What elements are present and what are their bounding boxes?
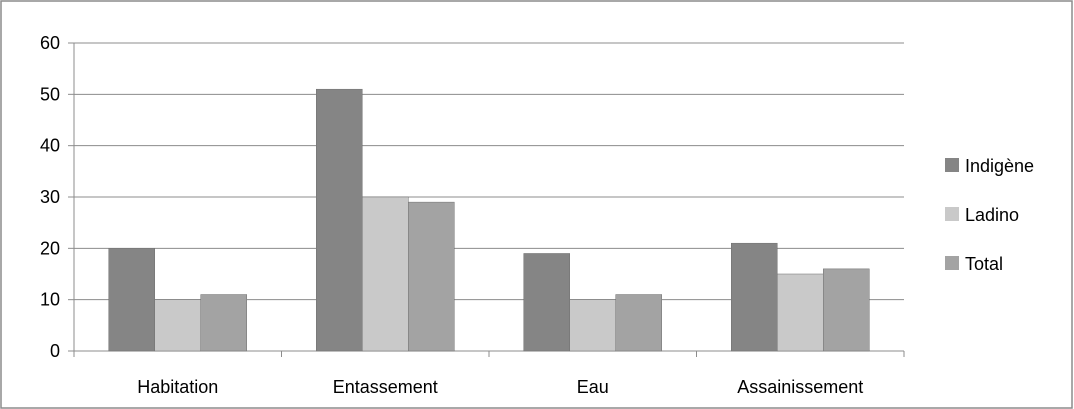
bar-indigne-entassement [316, 88, 363, 352]
y-tick-label: 60 [40, 33, 60, 53]
bar-total-entassement [408, 201, 455, 352]
category-label: Assainissement [737, 377, 863, 397]
y-tick-label: 40 [40, 136, 60, 156]
category-label: Entassement [333, 377, 438, 397]
y-tick-label: 30 [40, 187, 60, 207]
y-tick-label: 50 [40, 84, 60, 104]
bar-ladino-habitation [154, 299, 201, 352]
bar-ladino-assainissement [777, 273, 824, 352]
legend-swatch [945, 256, 959, 270]
legend-label: Total [965, 254, 1003, 274]
bar-indigne-eau [523, 253, 570, 352]
legend-label: Indigène [965, 156, 1034, 176]
bar-total-habitation [200, 294, 247, 352]
y-tick-label: 0 [50, 341, 60, 361]
bar-total-assainissement [823, 268, 870, 352]
gridlines [74, 42, 904, 301]
bar-ladino-entassement [362, 196, 409, 352]
legend-swatch [945, 158, 959, 172]
bar-ladino-eau [569, 299, 616, 352]
category-label: Eau [577, 377, 609, 397]
bars [108, 88, 870, 352]
legend-swatch [945, 207, 959, 221]
y-axis-ticks: 0 10 20 30 40 50 60 [40, 33, 74, 361]
category-label: Habitation [137, 377, 218, 397]
y-tick-label: 10 [40, 290, 60, 310]
x-axis-labels: Habitation Entassement Eau Assainissement [137, 377, 863, 397]
bar-indigne-habitation [108, 248, 155, 352]
bar-total-eau [615, 294, 662, 352]
legend-label: Ladino [965, 205, 1019, 225]
y-tick-label: 20 [40, 238, 60, 258]
bar-indigne-assainissement [731, 242, 778, 352]
legend: Indigène Ladino Total [945, 156, 1034, 274]
